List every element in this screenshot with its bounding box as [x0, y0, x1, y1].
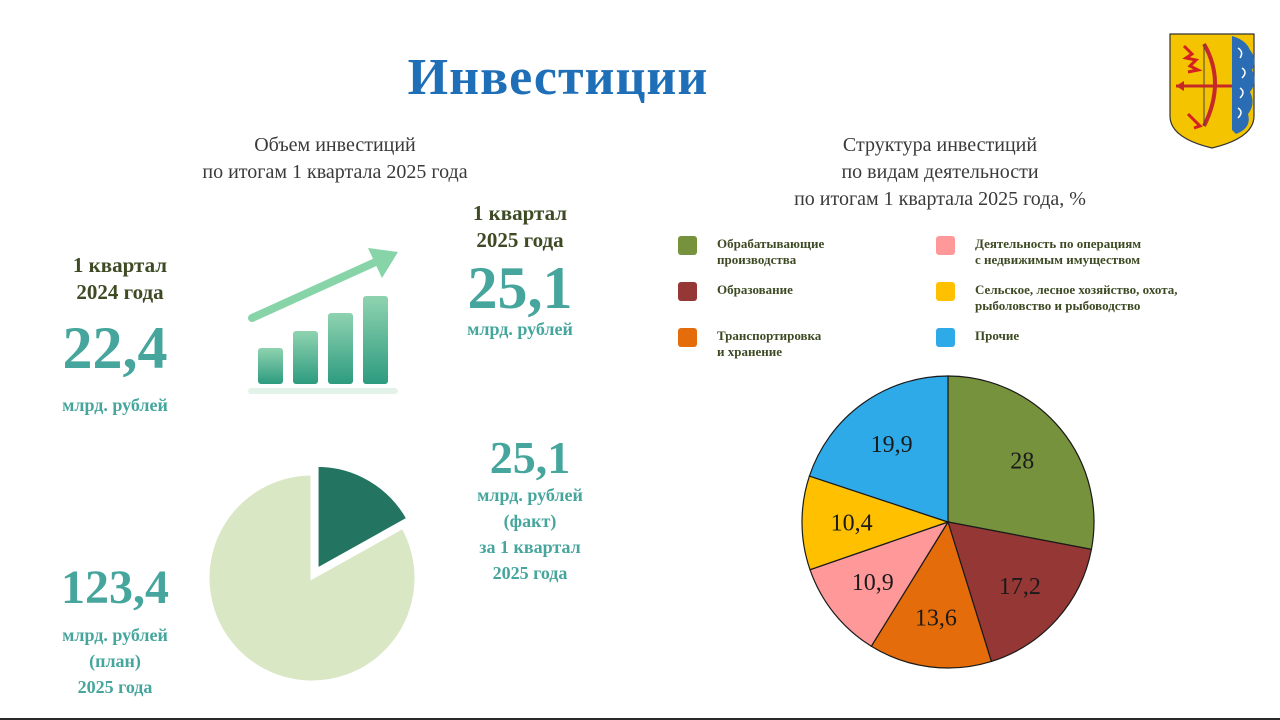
pie-slice [947, 521, 1093, 663]
left-subtitle: Объем инвестиций по итогам 1 квартала 20… [202, 134, 468, 183]
slice-data-label: 17,2 [999, 574, 1041, 600]
value-2024: 22,4 [62, 315, 168, 381]
legend-swatch [678, 236, 697, 255]
unit-2024: млрд. рублей [62, 395, 168, 415]
legend-label: Образование [717, 282, 793, 297]
legend-swatch [678, 282, 697, 301]
slice-data-label: 13,6 [915, 606, 957, 632]
structure-legend: Обрабатывающие производства Деятельность … [678, 236, 1258, 360]
legend-item: Транспортировка и хранение [678, 328, 936, 360]
bar-growth-arrow-icon [248, 248, 398, 394]
legend-swatch [936, 236, 955, 255]
legend-label: Прочие [975, 328, 1020, 343]
plan-fact-pie-chart [206, 463, 418, 684]
slice-data-label: 19,9 [871, 432, 913, 458]
legend-label: Сельское, лесное хозяйство, охота, рыбол… [975, 282, 1178, 313]
period-2024-label: 1 квартал 2024 года [72, 253, 168, 304]
pie-slice-plan [206, 472, 418, 684]
slice-data-label: 10,4 [831, 511, 873, 537]
structure-pie-chart: 28 17,2 13,6 10,9 10,4 19,9 [801, 375, 1095, 669]
legend-label: Обрабатывающие производства [717, 236, 825, 267]
slice-data-label: 10,9 [852, 570, 894, 596]
page-title: Инвестиции [407, 49, 709, 106]
pie-slice [870, 520, 993, 669]
legend-swatch [936, 282, 955, 301]
legend-item: Прочие [936, 328, 1256, 360]
fact-value: 25,1 [489, 432, 571, 483]
fact-unit: млрд. рублей (факт) за 1 квартал 2025 го… [477, 485, 583, 583]
legend-swatch [936, 328, 955, 347]
unit-2025: млрд. рублей [467, 319, 573, 339]
plan-value: 123,4 [61, 561, 169, 614]
legend-item: Деятельность по операциям с недвижимым и… [936, 236, 1256, 268]
value-2025: 25,1 [467, 255, 573, 321]
plan-unit: млрд. рублей (план) 2025 года [62, 625, 168, 697]
bottom-border [0, 718, 1280, 720]
legend-label: Транспортировка и хранение [717, 328, 822, 359]
period-2025-label: 1 квартал 2025 года [472, 201, 568, 252]
pie-slice-fact [315, 463, 410, 572]
legend-item: Образование [678, 282, 936, 314]
slice-data-label: 28 [1010, 449, 1034, 475]
legend-swatch [678, 328, 697, 347]
pie-slice [808, 375, 949, 523]
legend-label: Деятельность по операциям с недвижимым и… [975, 236, 1142, 267]
legend-item: Сельское, лесное хозяйство, охота, рыбол… [936, 282, 1256, 314]
legend-item: Обрабатывающие производства [678, 236, 936, 268]
pie-slice [809, 520, 950, 648]
coat-of-arms-icon [1169, 33, 1255, 149]
pie-slice [801, 475, 950, 571]
right-subtitle: Структура инвестиций по видам деятельнос… [794, 134, 1086, 210]
pie-slice [947, 375, 1095, 551]
